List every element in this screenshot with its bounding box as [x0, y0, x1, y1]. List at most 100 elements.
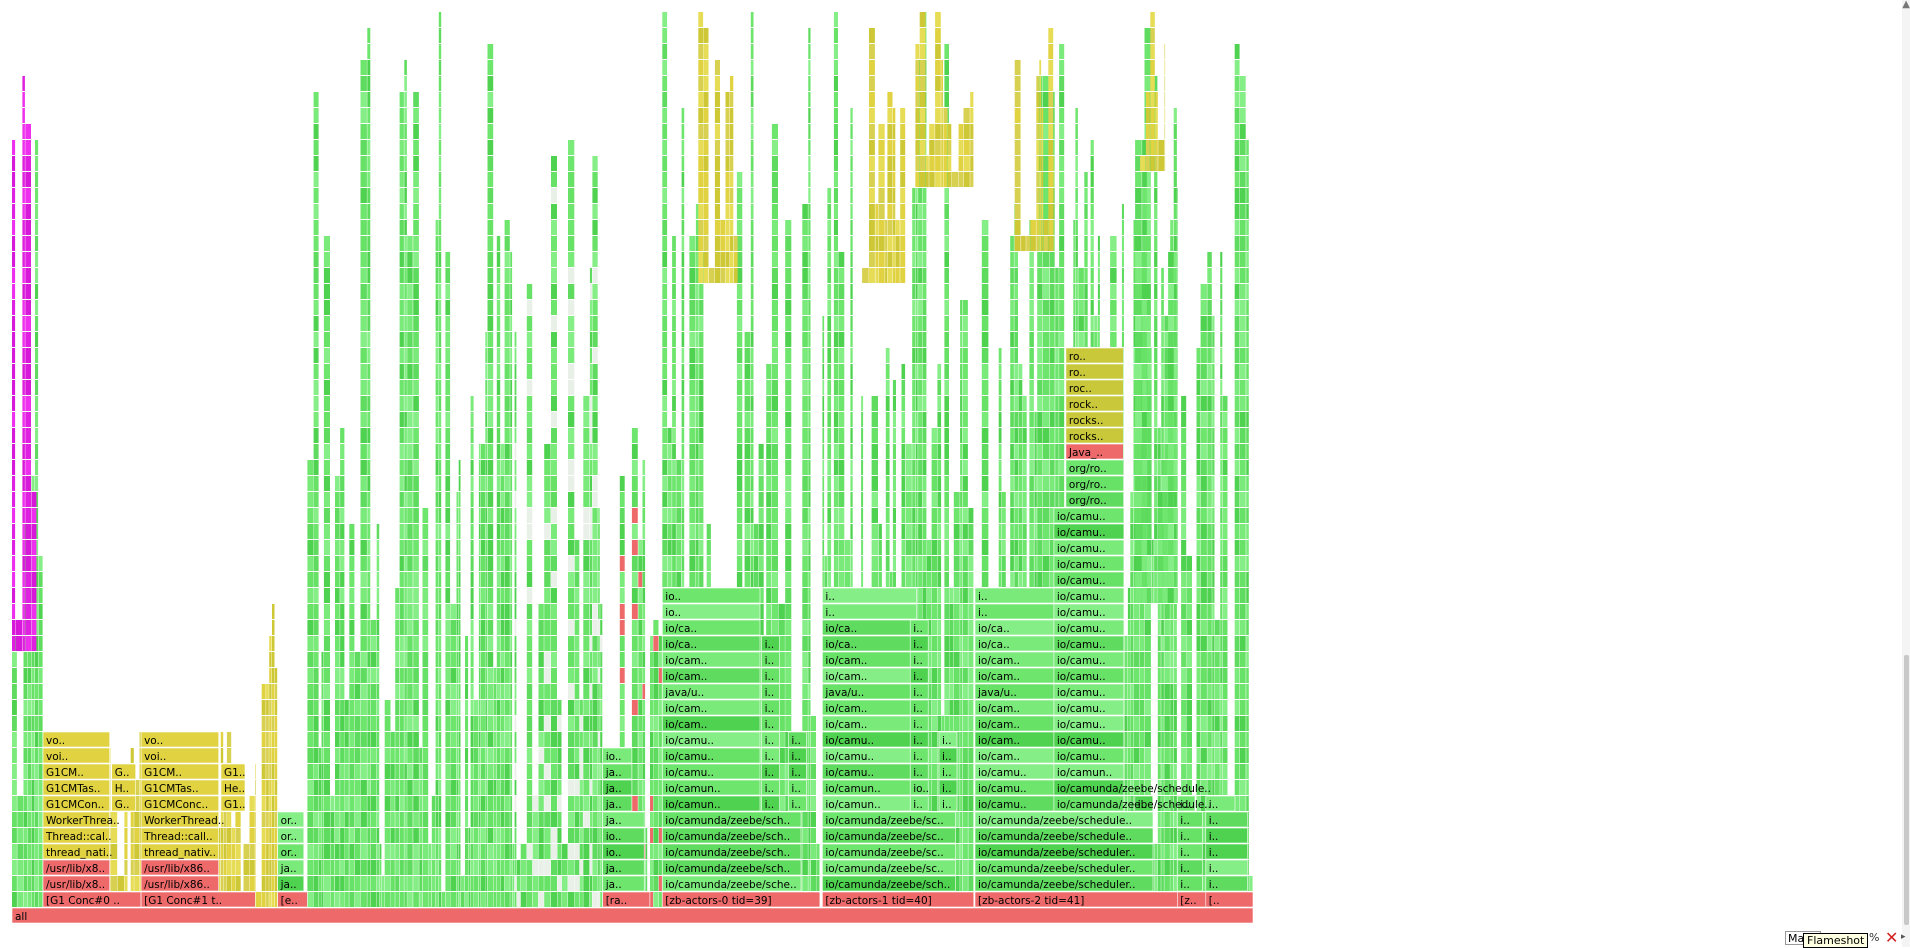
flame-frame[interactable]: [736, 540, 743, 555]
flame-frame[interactable]: [918, 300, 922, 315]
flame-frame[interactable]: [968, 716, 974, 731]
flame-frame[interactable]: [714, 252, 720, 267]
flame-frame[interactable]: [360, 76, 367, 91]
flame-frame[interactable]: [404, 620, 407, 635]
flame-frame[interactable]: [944, 92, 949, 107]
flame-frame[interactable]: [456, 876, 459, 891]
flame-frame[interactable]: [493, 668, 497, 683]
flame-frame[interactable]: [485, 348, 487, 363]
flame-frame[interactable]: [744, 460, 751, 475]
flame-frame[interactable]: [470, 556, 474, 571]
flame-frame[interactable]: [822, 540, 825, 555]
flame-frame[interactable]: [435, 508, 439, 523]
flame-frame[interactable]: [962, 716, 968, 731]
flame-frame[interactable]: [968, 572, 974, 587]
flame-frame[interactable]: [360, 204, 367, 219]
flame-frame[interactable]: [892, 380, 896, 395]
flame-frame[interactable]: [981, 428, 989, 443]
flame-frame[interactable]: [349, 604, 355, 619]
flame-frame[interactable]: [937, 684, 942, 699]
flame-frame[interactable]: [771, 124, 778, 139]
flame-frame[interactable]: [802, 572, 808, 587]
flame-frame[interactable]: [869, 28, 875, 43]
flame-frame[interactable]: [538, 748, 544, 763]
flame-frame[interactable]: [808, 28, 811, 43]
flame-frame[interactable]: [35, 748, 39, 763]
flame-frame[interactable]: [487, 44, 494, 59]
flame-frame[interactable]: [850, 316, 853, 331]
flame-frame[interactable]: [438, 540, 442, 555]
flame-frame[interactable]: [681, 268, 685, 283]
flame-frame[interactable]: [335, 860, 340, 875]
flame-frame[interactable]: [12, 812, 17, 827]
flame-frame[interactable]: [367, 444, 371, 459]
flame-frame[interactable]: [551, 412, 557, 427]
flame-frame[interactable]: [653, 748, 659, 763]
flame-frame[interactable]: [12, 652, 17, 667]
flame-frame[interactable]: [31, 588, 37, 603]
flame-frame[interactable]: [307, 476, 314, 491]
flame-frame[interactable]: [478, 556, 481, 571]
flame-frame[interactable]: [579, 748, 583, 763]
flame-frame[interactable]: [574, 748, 580, 763]
flame-frame[interactable]: [689, 412, 696, 427]
flame-frame[interactable]: [922, 316, 927, 331]
flame-frame[interactable]: [750, 76, 754, 91]
flame-frame[interactable]: [272, 812, 275, 827]
flame-frame[interactable]: [875, 252, 878, 267]
flame-frame[interactable]: [313, 508, 319, 523]
flame-frame[interactable]: [750, 364, 754, 379]
flame-frame[interactable]: [526, 284, 533, 299]
flame-frame[interactable]: [435, 668, 439, 683]
flame-frame[interactable]: [944, 444, 949, 459]
flame-frame[interactable]: [35, 236, 39, 251]
flame-frame[interactable]: [450, 684, 457, 699]
flame-frame[interactable]: [642, 492, 646, 507]
flame-frame[interactable]: [725, 236, 730, 251]
flame-frame[interactable]: [404, 716, 407, 731]
flame-frame[interactable]: [504, 460, 510, 475]
flame-frame[interactable]: [27, 812, 32, 827]
flame-frame[interactable]: [17, 828, 24, 843]
flame-frame[interactable]: [514, 796, 517, 811]
flame-frame[interactable]: [703, 156, 709, 171]
flame-frame[interactable]: [360, 780, 367, 795]
flame-frame[interactable]: [653, 732, 659, 747]
flame-frame[interactable]: [672, 428, 676, 443]
flame-frame[interactable]: [261, 684, 266, 699]
flame-frame[interactable]: [526, 684, 533, 699]
flame-frame[interactable]: [725, 268, 730, 283]
flame-frame[interactable]: [487, 844, 494, 859]
flame-frame[interactable]: [407, 668, 413, 683]
flame-frame[interactable]: [568, 828, 575, 843]
flame-frame[interactable]: [750, 572, 754, 587]
flame-frame[interactable]: [319, 748, 322, 763]
flame-frame[interactable]: [758, 716, 764, 731]
flame-frame[interactable]: [307, 588, 314, 603]
flame-frame[interactable]: [38, 812, 43, 827]
flame-frame[interactable]: [458, 588, 461, 603]
flame-frame[interactable]: [465, 828, 469, 843]
flame-frame[interactable]: [465, 716, 469, 731]
flame-frame[interactable]: [600, 876, 603, 891]
flame-frame[interactable]: [619, 652, 625, 667]
flame-frame[interactable]: [600, 812, 603, 827]
flame-frame[interactable]: [520, 892, 527, 907]
flame-frame[interactable]: [384, 812, 391, 827]
flame-frame[interactable]: [399, 668, 404, 683]
flame-frame[interactable]: [272, 604, 275, 619]
flame-frame[interactable]: [38, 700, 43, 715]
flame-frame[interactable]: [512, 876, 515, 891]
flame-frame[interactable]: [35, 604, 39, 619]
flame-frame[interactable]: [706, 556, 711, 571]
flame-frame[interactable]: [376, 668, 380, 683]
flame-frame[interactable]: [962, 444, 968, 459]
flame-frame[interactable]: [485, 668, 487, 683]
flame-frame[interactable]: [838, 476, 845, 491]
flame-frame[interactable]: [435, 860, 439, 875]
flame-frame[interactable]: [658, 780, 662, 795]
flame-frame[interactable]: [589, 348, 592, 363]
flame-frame[interactable]: [915, 220, 918, 235]
flame-frame[interactable]: [544, 508, 551, 523]
flame-frame[interactable]: [589, 892, 592, 907]
